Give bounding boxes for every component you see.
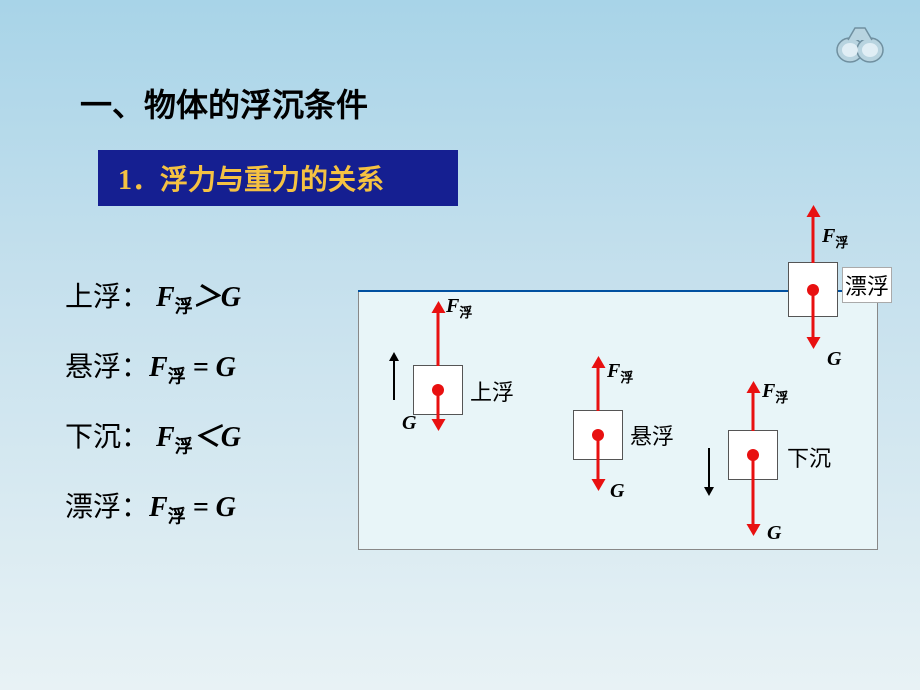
subtitle-text: 浮力与重力的关系 (160, 165, 384, 196)
main-title: 一、物体的浮沉条件 (80, 80, 368, 126)
object-float (788, 262, 838, 317)
state-label-float: 漂浮 (842, 267, 892, 303)
label-f-float: F浮 (822, 225, 848, 251)
label-g-sink: G (767, 522, 781, 545)
subtitle-num: 1． (118, 165, 160, 196)
binoculars-icon (830, 20, 890, 70)
equation-float: 漂浮：F浮 = G (65, 485, 236, 529)
center-dot (432, 384, 444, 396)
center-dot (807, 284, 819, 296)
arrow-gravity-suspend (597, 436, 600, 481)
label-f-rise: F浮 (446, 295, 472, 321)
direction-arrow-rise (393, 360, 395, 400)
center-dot (592, 429, 604, 441)
label-f-sink: F浮 (762, 380, 788, 406)
subtitle-bar: 1．浮力与重力的关系 (98, 150, 458, 206)
direction-arrow-sink (708, 448, 710, 488)
label-g-float: G (827, 348, 841, 371)
arrow-buoyancy-suspend (597, 366, 600, 411)
equation-sink: 下沉： F浮＜G (65, 415, 241, 459)
object-rise (413, 365, 463, 415)
equation-suspend: 悬浮：F浮 = G (65, 345, 236, 389)
arrow-buoyancy-float (812, 215, 815, 263)
state-label-sink: 下沉 (785, 440, 833, 474)
label-g-suspend: G (610, 480, 624, 503)
arrow-buoyancy-rise (437, 311, 440, 366)
object-sink (728, 430, 778, 480)
object-suspend (573, 410, 623, 460)
arrow-buoyancy-sink (752, 391, 755, 431)
arrow-gravity-float (812, 291, 815, 339)
arrow-gravity-sink (752, 456, 755, 526)
state-label-suspend: 悬浮 (628, 418, 676, 452)
equation-rise: 上浮： F浮＞G (65, 275, 241, 319)
state-label-rise: 上浮 (468, 374, 516, 408)
center-dot (747, 449, 759, 461)
label-f-suspend: F浮 (607, 360, 633, 386)
label-g-rise: G (402, 412, 416, 435)
